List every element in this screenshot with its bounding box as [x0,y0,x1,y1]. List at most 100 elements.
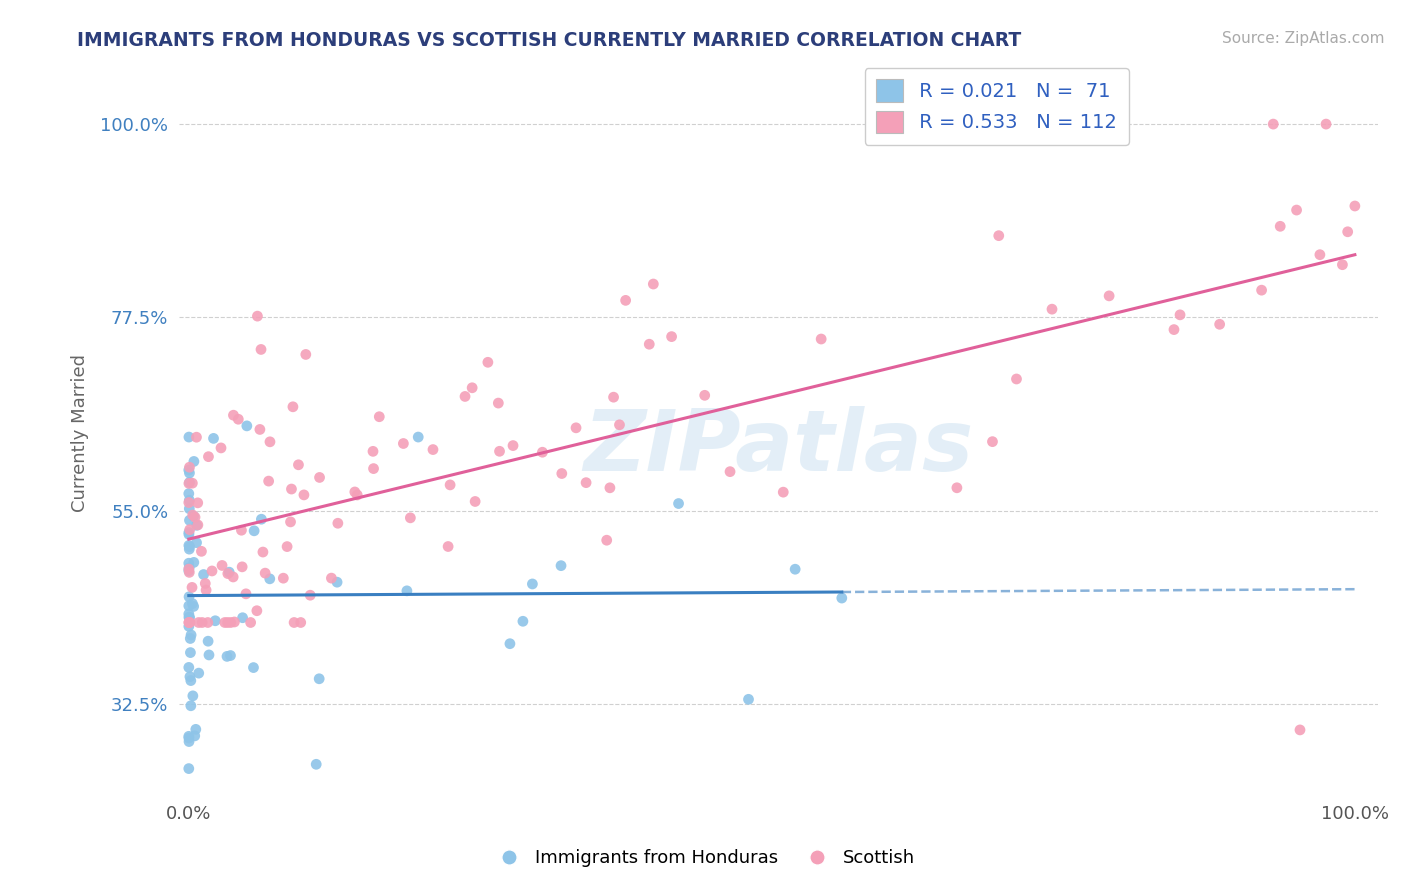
Point [259,572,281,586]
Point [550,558,572,573]
Point [437,540,460,554]
Point [177,562,200,576]
Point [512,615,534,629]
Point [295,347,318,361]
Point [661,329,683,343]
Point [308,672,330,686]
Point [177,619,200,633]
Point [214,615,236,630]
Point [638,337,661,351]
Point [177,539,200,553]
Point [232,611,254,625]
Point [1208,318,1230,332]
Point [422,442,444,457]
Point [668,497,690,511]
Point [179,493,201,508]
Point [231,523,253,537]
Point [177,615,200,630]
Text: Source: ZipAtlas.com: Source: ZipAtlas.com [1222,31,1385,46]
Point [249,422,271,436]
Point [177,610,200,624]
Legend: Immigrants from Honduras, Scottish: Immigrants from Honduras, Scottish [484,842,922,874]
Point [321,571,343,585]
Point [217,566,239,581]
Point [177,486,200,500]
Point [280,482,302,496]
Point [439,478,461,492]
Point [1005,372,1028,386]
Point [599,481,621,495]
Point [202,431,225,445]
Point [222,408,245,422]
Point [180,628,202,642]
Point [299,588,322,602]
Point [565,421,588,435]
Point [287,458,309,472]
Point [392,436,415,450]
Point [1285,202,1308,217]
Point [531,445,554,459]
Point [226,412,249,426]
Point [499,637,522,651]
Point [246,604,269,618]
Point [399,511,422,525]
Point [406,430,429,444]
Point [281,400,304,414]
Point [772,485,794,500]
Point [1098,289,1121,303]
Y-axis label: Currently Married: Currently Married [72,354,89,512]
Point [179,615,201,630]
Point [1344,199,1367,213]
Point [290,615,312,630]
Point [177,660,200,674]
Point [242,660,264,674]
Point [1309,248,1331,262]
Point [177,615,200,630]
Point [276,540,298,554]
Point [209,441,232,455]
Point [250,343,273,357]
Point [177,607,200,621]
Point [575,475,598,490]
Point [181,581,204,595]
Point [181,597,204,611]
Point [609,417,631,432]
Point [1040,302,1063,317]
Point [361,444,384,458]
Point [643,277,665,291]
Point [218,565,240,579]
Point [179,646,201,660]
Point [181,689,204,703]
Point [183,454,205,468]
Point [179,632,201,646]
Point [177,734,200,748]
Point [522,577,544,591]
Point [461,381,484,395]
Point [197,634,219,648]
Point [177,599,200,613]
Point [179,566,201,580]
Point [326,516,349,531]
Point [551,467,574,481]
Point [257,474,280,488]
Point [614,293,637,308]
Point [464,494,486,508]
Point [454,389,477,403]
Point [486,396,509,410]
Point [273,571,295,585]
Point [179,523,201,537]
Point [177,590,200,604]
Point [259,434,281,449]
Point [292,488,315,502]
Point [1168,308,1191,322]
Text: IMMIGRANTS FROM HONDURAS VS SCOTTISH CURRENTLY MARRIED CORRELATION CHART: IMMIGRANTS FROM HONDURAS VS SCOTTISH CUR… [77,31,1022,50]
Legend:  R = 0.021   N =  71,  R = 0.533   N = 112: R = 0.021 N = 71, R = 0.533 N = 112 [865,68,1129,145]
Point [179,513,201,527]
Point [177,729,200,743]
Point [179,466,201,480]
Point [252,545,274,559]
Point [231,559,253,574]
Point [177,731,200,745]
Point [179,540,201,554]
Point [181,476,204,491]
